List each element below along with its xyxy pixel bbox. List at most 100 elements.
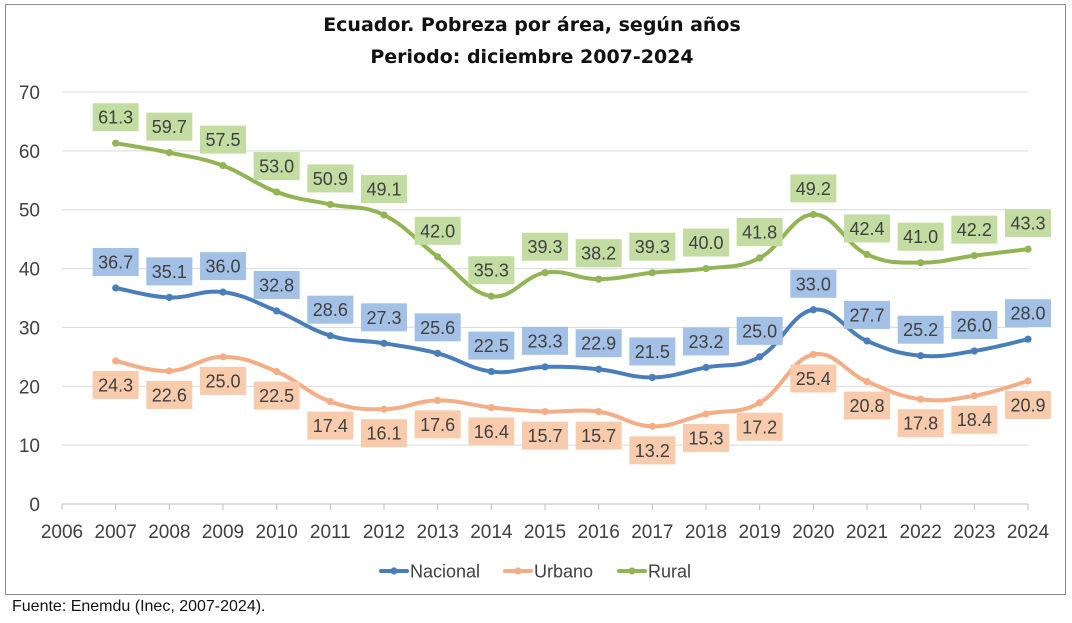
data-label-bg-urbano — [468, 417, 515, 446]
data-label-nacional: 27.7 — [849, 305, 884, 325]
data-label-nacional: 32.8 — [259, 275, 294, 295]
data-point-rural — [434, 253, 442, 261]
data-label-bg-rural — [844, 214, 890, 243]
data-point-nacional — [756, 353, 764, 361]
data-label-bg-rural — [92, 103, 139, 132]
data-point-urbano — [487, 403, 495, 412]
data-point-rural — [917, 259, 925, 267]
data-label-bg-rural — [951, 215, 998, 244]
data-label-bg-rural — [897, 222, 944, 251]
data-label-nacional: 21.5 — [635, 342, 670, 362]
data-point-nacional — [487, 367, 495, 376]
data-point-rural — [970, 252, 978, 260]
x-tick-label: 2013 — [417, 522, 459, 543]
data-point-rural — [380, 211, 388, 219]
data-point-rural — [809, 210, 817, 219]
data-label-bg-nacional — [253, 270, 300, 299]
data-label-bg-nacional — [92, 247, 139, 276]
data-label-bg-nacional — [146, 257, 193, 286]
data-label-nacional: 36.7 — [98, 252, 133, 272]
data-label-urbano: 15.3 — [688, 428, 723, 448]
data-label-rural: 39.3 — [635, 237, 670, 257]
y-tick-label: 20 — [19, 377, 40, 398]
y-tick-label: 10 — [19, 436, 40, 457]
data-point-nacional — [970, 347, 978, 355]
data-label-bg-nacional — [683, 327, 729, 356]
data-label-urbano: 17.4 — [313, 416, 348, 436]
data-point-urbano — [326, 397, 334, 406]
data-point-urbano — [1024, 377, 1032, 385]
data-label-rural: 57.5 — [205, 130, 240, 150]
data-label-rural: 40.0 — [688, 233, 723, 253]
data-label-urbano: 20.8 — [849, 396, 884, 416]
data-label-nacional: 25.2 — [903, 320, 938, 340]
data-point-rural — [487, 292, 495, 300]
data-label-bg-rural — [361, 175, 407, 204]
data-point-rural — [595, 275, 603, 283]
data-label-bg-urbano — [146, 380, 193, 409]
y-tick-label: 0 — [29, 495, 40, 516]
data-point-nacional — [863, 337, 871, 345]
data-label-bg-nacional — [468, 331, 515, 360]
data-label-urbano: 13.2 — [635, 441, 670, 461]
y-tick-label: 50 — [19, 201, 40, 222]
data-point-nacional — [809, 306, 817, 314]
data-label-rural: 41.8 — [742, 222, 777, 242]
legend: Nacional Urbano Rural — [379, 562, 691, 582]
data-label-bg-nacional — [897, 315, 944, 344]
data-label-urbano: 20.9 — [1010, 395, 1045, 415]
data-label-bg-urbano — [200, 366, 246, 395]
data-label-bg-urbano — [253, 381, 300, 410]
data-label-bg-urbano — [522, 421, 568, 450]
x-tick-label: 2024 — [1007, 522, 1050, 543]
data-label-urbano: 22.5 — [259, 386, 294, 406]
data-label-bg-rural — [575, 239, 622, 268]
data-label-rural: 43.3 — [1010, 214, 1045, 234]
legend-item-nacional: Nacional — [379, 562, 480, 582]
data-point-nacional — [326, 332, 334, 340]
y-tick-label: 40 — [19, 260, 40, 281]
data-label-bg-rural — [629, 232, 676, 261]
legend-marker-nacional — [390, 567, 398, 575]
data-label-bg-rural — [522, 232, 568, 261]
data-point-rural — [648, 269, 656, 277]
y-tick-label: 60 — [19, 142, 40, 163]
data-point-nacional — [434, 349, 442, 357]
data-point-nacional — [112, 284, 120, 292]
data-point-urbano — [219, 353, 227, 361]
x-tick-label: 2018 — [685, 522, 727, 543]
data-point-urbano — [863, 377, 871, 386]
x-tick-label: 2014 — [470, 522, 513, 543]
data-label-bg-nacional — [361, 303, 407, 332]
data-label-nacional: 25.0 — [742, 321, 777, 341]
data-point-urbano — [756, 399, 764, 407]
data-label-urbano: 15.7 — [581, 426, 616, 446]
source-note: Fuente: Enemdu (Inec, 2007-2024). — [12, 598, 266, 615]
x-tick-label: 2022 — [900, 522, 942, 543]
x-tick-label: 2020 — [792, 522, 834, 543]
data-point-nacional — [541, 363, 549, 371]
data-point-urbano — [970, 392, 978, 400]
x-tick-label: 2017 — [631, 522, 673, 543]
data-point-rural — [702, 264, 710, 273]
x-tick-label: 2016 — [578, 522, 620, 543]
data-label-nacional: 22.9 — [581, 334, 616, 354]
series-lines — [112, 139, 1032, 430]
data-point-urbano — [434, 396, 442, 405]
legend-marker-urbano — [514, 567, 522, 575]
data-point-urbano — [702, 410, 710, 418]
data-label-bg-nacional — [414, 313, 461, 342]
data-label-rural: 53.0 — [259, 157, 294, 177]
data-point-nacional — [273, 307, 281, 315]
data-label-bg-nacional — [200, 252, 246, 281]
data-point-urbano — [809, 350, 817, 359]
legend-item-rural: Rural — [617, 562, 691, 582]
data-label-nacional: 22.5 — [474, 336, 509, 356]
data-point-rural — [165, 149, 173, 157]
data-point-rural — [326, 200, 334, 209]
data-label-bg-rural — [307, 164, 354, 193]
data-label-nacional: 26.0 — [957, 315, 992, 335]
data-point-nacional — [917, 352, 925, 360]
data-label-nacional: 23.3 — [527, 331, 562, 351]
data-label-bg-urbano — [1005, 390, 1051, 419]
